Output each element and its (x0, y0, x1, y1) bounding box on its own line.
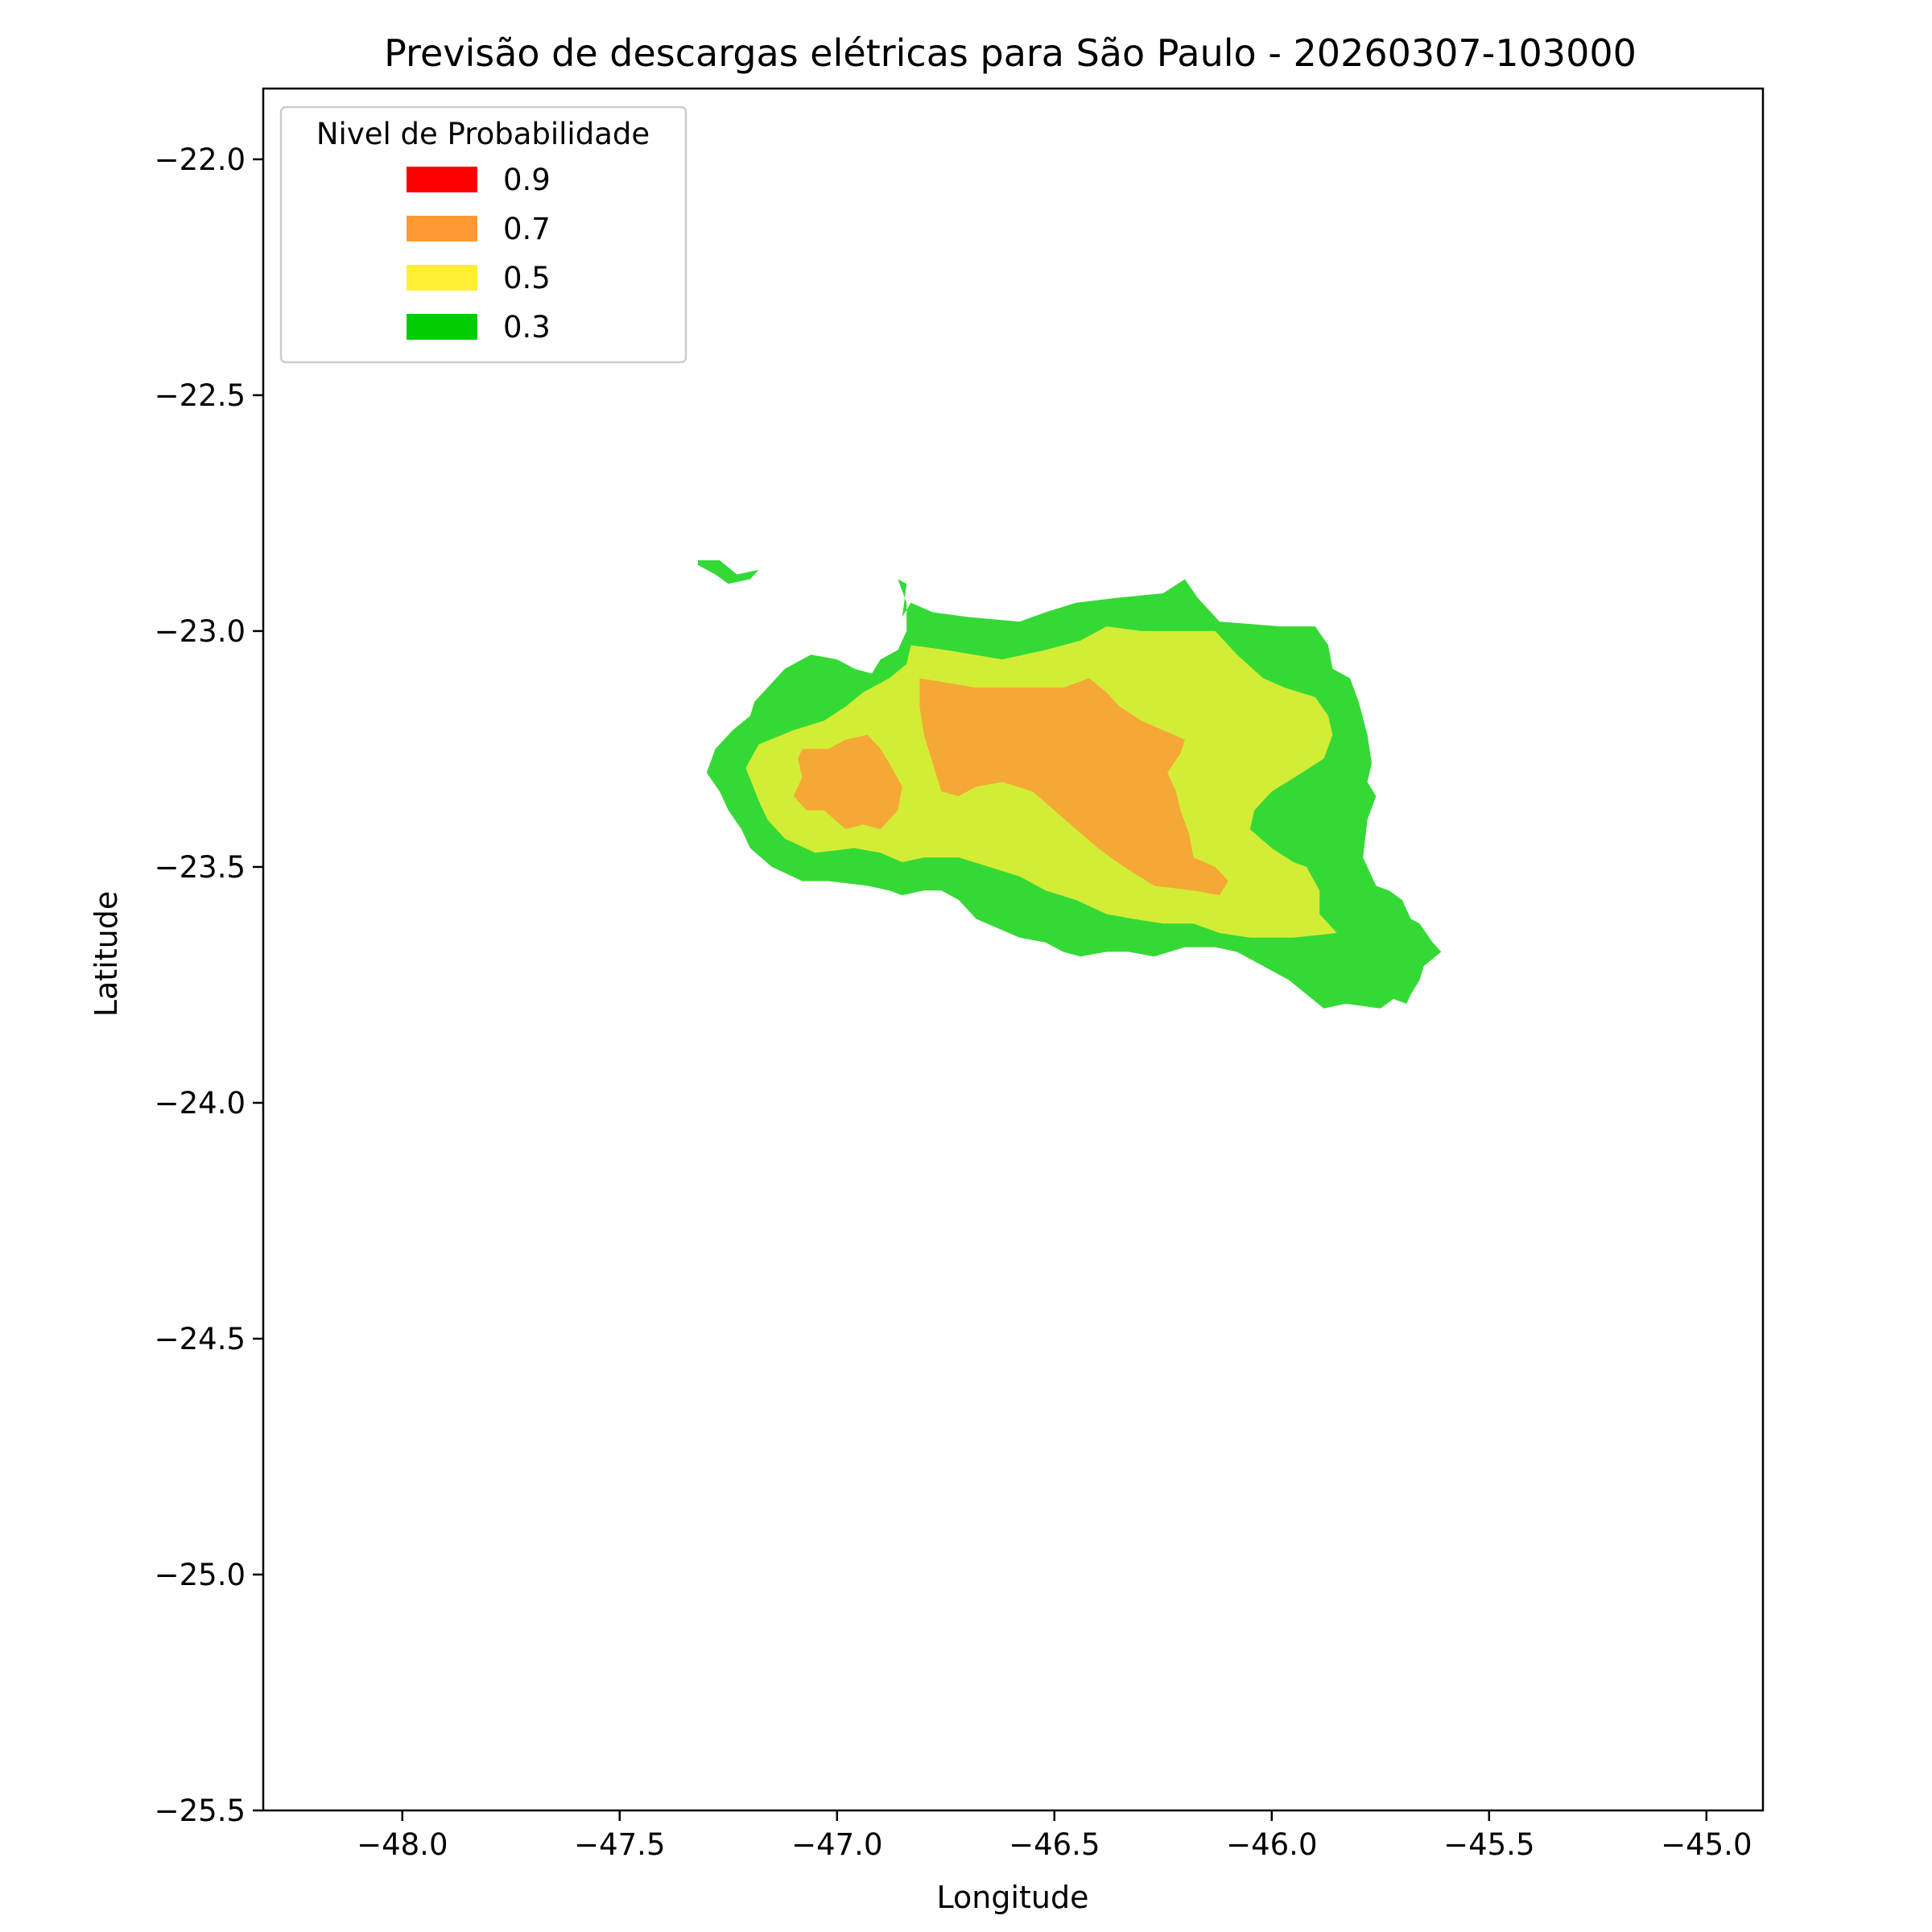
y-tick-label: −25.5 (155, 1794, 246, 1828)
x-tick-label: −45.5 (1443, 1827, 1534, 1862)
contour-region-0.3-1 (698, 560, 759, 584)
legend-label-0.7: 0.7 (503, 212, 551, 246)
legend-entries: 0.9 0.7 0.5 0.3 (407, 163, 551, 345)
x-tick-label: −47.0 (791, 1827, 882, 1862)
chart-title: Previsão de descargas elétricas para São… (384, 31, 1637, 75)
x-tick-label: −47.5 (574, 1827, 665, 1862)
y-tick-label: −22.0 (155, 142, 246, 177)
contour-region-0.7-2 (919, 678, 1228, 896)
legend-swatch-0.3 (407, 314, 477, 340)
x-tick-label: −48.0 (357, 1827, 448, 1862)
contour-region-0.7-1 (793, 734, 902, 830)
legend: Nivel de Probabilidade 0.9 0.7 0.5 0.3 (279, 105, 687, 364)
x-axis-ticks: −48.0 −47.5 −47.0 −46.5 −46.0 −45.5 −45.0 (357, 1810, 1752, 1862)
x-axis-label: Longitude (937, 1880, 1089, 1915)
y-tick-label: −24.5 (155, 1322, 246, 1356)
y-axis-label: Latitude (89, 891, 124, 1017)
y-tick-label: −22.5 (155, 378, 246, 413)
legend-swatch-0.9 (407, 167, 477, 192)
contour-regions (698, 560, 1442, 1009)
y-tick-label: −23.0 (155, 614, 246, 649)
x-tick-label: −46.5 (1009, 1827, 1100, 1862)
y-tick-label: −25.0 (155, 1558, 246, 1592)
x-tick-label: −46.0 (1226, 1827, 1317, 1862)
legend-swatch-0.7 (407, 216, 477, 242)
legend-swatch-0.5 (407, 265, 477, 291)
legend-label-0.9: 0.9 (503, 163, 551, 197)
y-tick-label: −24.0 (155, 1086, 246, 1121)
y-tick-label: −23.5 (155, 850, 246, 885)
legend-title: Nivel de Probabilidade (316, 117, 650, 151)
legend-box (279, 105, 687, 364)
plot-frame (262, 87, 1765, 1812)
legend-label-0.3: 0.3 (503, 310, 551, 345)
legend-label-0.5: 0.5 (503, 261, 551, 295)
y-axis-ticks: −22.0 −22.5 −23.0 −23.5 −24.0 −24.5 −25.0 −25.5 (155, 142, 263, 1828)
x-tick-label: −45.0 (1661, 1827, 1752, 1862)
